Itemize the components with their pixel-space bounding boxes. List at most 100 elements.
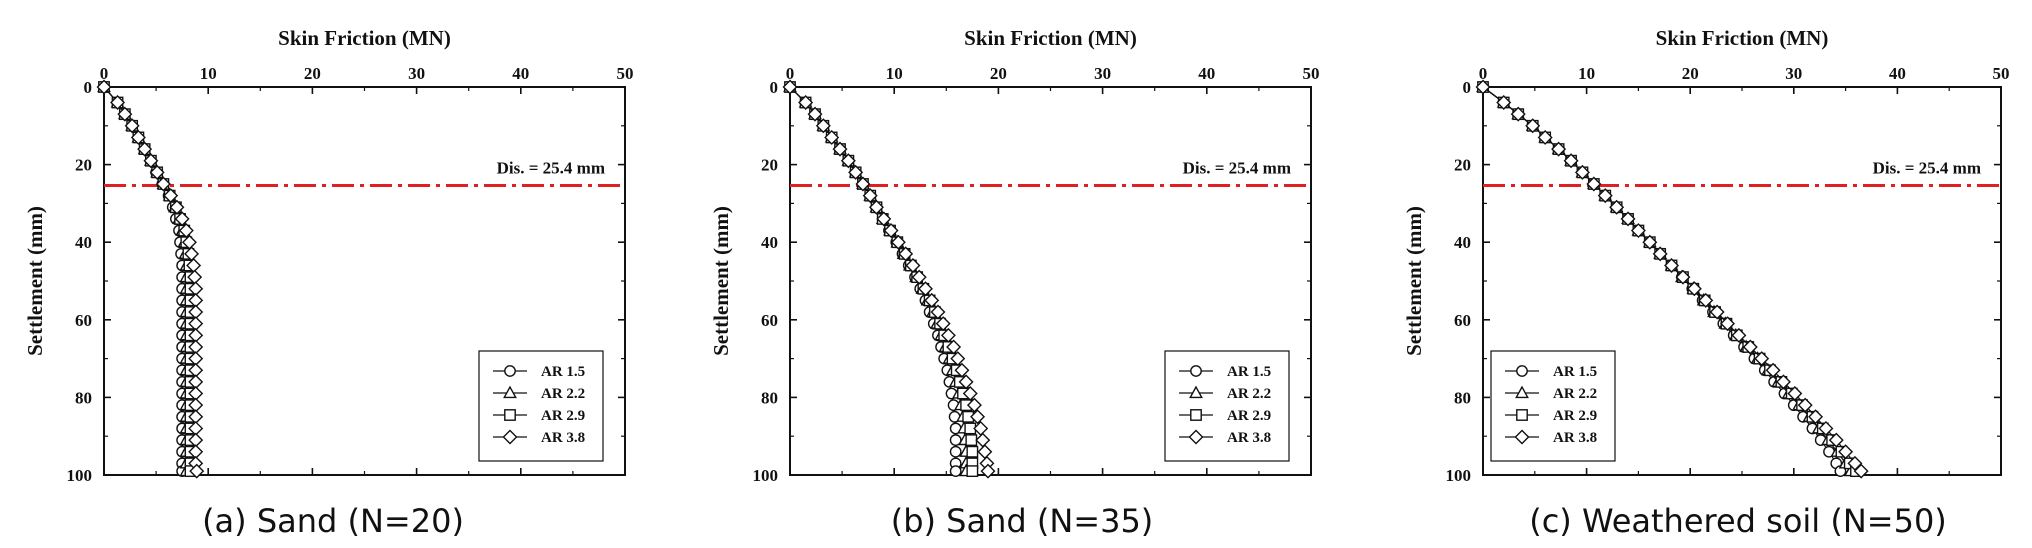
y-tick-label: 100 [753, 466, 779, 485]
legend-label: AR 3.8 [1227, 430, 1271, 446]
data-point-diamond [890, 234, 906, 250]
data-point-diamond [1475, 79, 1491, 95]
y-tick-label: 0 [770, 78, 779, 97]
x-tick-label: 0 [1479, 64, 1488, 83]
data-point-diamond [1510, 106, 1526, 122]
chart-0: 0 10 20 30 40 50 0 20 40 60 80 100 Skin Friction (MN… [23, 26, 634, 540]
series-line [1482, 86, 1862, 472]
y-axis-title: Settlement (mm) [1402, 206, 1426, 356]
legend-label: AR 2.9 [1553, 408, 1597, 424]
data-point-diamond [782, 79, 798, 95]
legend: AR 1.5 AR 2.2 AR 2.9 AR 3.8 [1490, 350, 1616, 462]
data-point-diamond [124, 118, 140, 134]
data-point-diamond [1496, 95, 1512, 111]
y-tick-label: 0 [84, 78, 93, 97]
x-tick-label: 10 [200, 64, 217, 83]
data-point-diamond [832, 141, 848, 157]
series-triangle [783, 79, 974, 477]
data-point-diamond [1597, 188, 1613, 204]
legend-marker-triangle [1189, 385, 1203, 399]
series-circle [784, 81, 962, 478]
data-point-diamond [855, 176, 871, 192]
y-tick-label: 0 [1463, 78, 1472, 97]
legend-marker-diamond [1188, 429, 1204, 445]
data-point-circle [949, 445, 962, 458]
x-axis-title: Skin Friction (MN) [278, 26, 451, 50]
legend-marker-diamond [502, 429, 518, 445]
data-point-diamond [1686, 281, 1702, 297]
legend-label: AR 3.8 [1553, 430, 1597, 446]
data-point-diamond [962, 386, 978, 402]
data-point-diamond [96, 79, 112, 95]
x-tick-label: 40 [512, 64, 529, 83]
y-tick-label: 100 [67, 466, 93, 485]
data-point-diamond [946, 339, 962, 355]
x-axis-title: Skin Friction (MN) [964, 26, 1137, 50]
legend: AR 1.5 AR 2.2 AR 2.9 AR 3.8 [478, 350, 604, 462]
data-point-diamond [1675, 269, 1691, 285]
data-point-diamond [911, 269, 927, 285]
reference-annotation: Dis. = 25.4 mm [497, 159, 605, 178]
data-point-diamond [1586, 176, 1602, 192]
data-point-diamond [1698, 292, 1714, 308]
data-point-diamond [1525, 118, 1541, 134]
legend-marker-diamond [1514, 429, 1530, 445]
data-point-diamond [1765, 362, 1781, 378]
data-point-diamond [163, 188, 179, 204]
legend-marker-circle [1190, 365, 1202, 377]
reference-annotation: Dis. = 25.4 mm [1183, 159, 1291, 178]
data-point-diamond [1664, 257, 1680, 273]
x-axis-title: Skin Friction (MN) [1656, 26, 1829, 50]
data-point-diamond [1709, 304, 1725, 320]
x-tick-label: 30 [1094, 64, 1111, 83]
y-tick-label: 80 [761, 388, 778, 407]
legend-label: AR 3.8 [541, 430, 585, 446]
data-point-diamond [1731, 327, 1747, 343]
legend-marker-square [504, 409, 516, 421]
y-tick-label: 60 [1454, 311, 1471, 330]
series-line [789, 86, 957, 472]
panel-caption: (b) Sand (N=35) [891, 502, 1154, 540]
data-point-diamond [883, 223, 899, 239]
series-diamond [1475, 79, 1869, 479]
legend-label: AR 2.9 [1227, 408, 1271, 424]
y-tick-label: 20 [761, 156, 778, 175]
x-tick-label: 40 [1198, 64, 1215, 83]
chart-2: 0 10 20 30 40 50 0 20 40 60 80 100 Skin Friction (MN… [1402, 26, 2010, 540]
data-point-diamond [930, 304, 946, 320]
data-point-diamond [169, 199, 185, 215]
x-tick-label: 30 [408, 64, 425, 83]
data-point-diamond [840, 153, 856, 169]
y-tick-label: 20 [1454, 156, 1471, 175]
y-tick-label: 60 [75, 311, 92, 330]
data-point-diamond [966, 397, 982, 413]
y-tick-label: 80 [75, 388, 92, 407]
y-tick-label: 80 [1454, 388, 1471, 407]
data-point-diamond [143, 153, 159, 169]
data-point-circle [949, 434, 962, 446]
data-point-diamond [977, 444, 993, 460]
legend-marker-square [1190, 409, 1202, 421]
x-tick-label: 40 [1889, 64, 1906, 83]
data-point-diamond [1853, 463, 1869, 479]
data-point-diamond [1642, 234, 1658, 250]
data-point-diamond [1574, 164, 1590, 180]
data-point-diamond [868, 199, 884, 215]
chart-1: 0 10 20 30 40 50 0 20 40 60 80 100 Skin Friction (MN… [709, 26, 1320, 540]
data-point-diamond [1797, 397, 1813, 413]
data-point-diamond [1620, 211, 1636, 227]
data-point-diamond [1775, 374, 1791, 390]
legend-box [478, 350, 604, 462]
data-point-square [966, 465, 979, 478]
data-point-diamond [917, 281, 933, 297]
data-point-diamond [1818, 420, 1834, 436]
legend-marker-circle [504, 365, 516, 377]
legend-marker-circle [1516, 365, 1528, 377]
legend-label: AR 1.5 [1227, 364, 1271, 380]
series-square [784, 81, 979, 478]
x-tick-label: 0 [100, 64, 109, 83]
data-point-diamond [876, 211, 892, 227]
data-point-diamond [137, 141, 153, 157]
data-point-diamond [149, 164, 165, 180]
